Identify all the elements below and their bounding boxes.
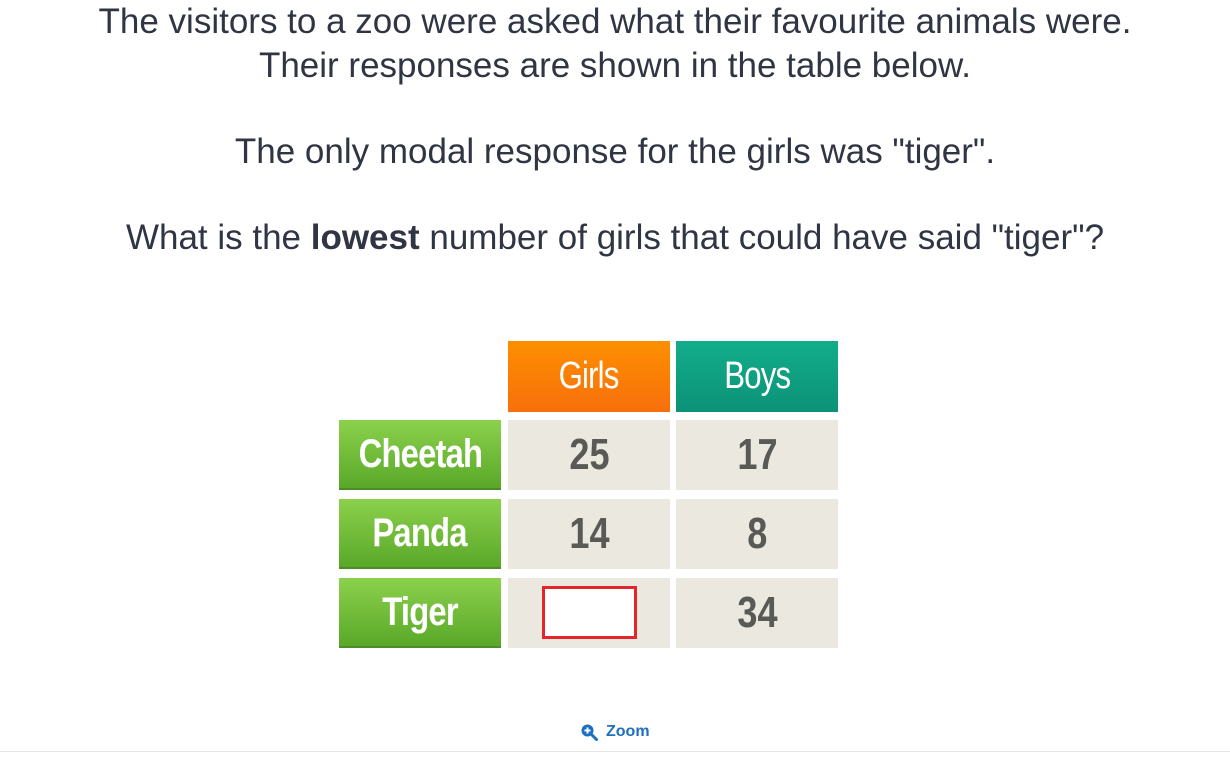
question-line-3: The only modal response for the girls wa…	[234, 132, 996, 171]
cell-panda-boys-value: 8	[746, 509, 768, 558]
row-header-tiger: Tiger	[339, 578, 501, 648]
row-header-tiger-label: Tiger	[382, 589, 458, 634]
cell-cheetah-boys: 17	[676, 420, 838, 490]
cell-tiger-boys: 34	[676, 578, 838, 648]
question-line-4-pre: What is the	[125, 218, 311, 257]
column-header-boys-label: Boys	[723, 355, 791, 397]
row-header-panda-label: Panda	[372, 510, 468, 555]
row-header-panda: Panda	[339, 499, 501, 569]
answer-input-box[interactable]	[542, 586, 637, 639]
zoom-label: Zoom	[606, 723, 650, 740]
cell-panda-girls: 14	[508, 499, 670, 569]
row-header-cheetah: Cheetah	[339, 420, 501, 490]
row-header-cheetah-label: Cheetah	[358, 431, 482, 476]
question-line-4-bold: lowest	[310, 218, 420, 257]
question-line-4: What is the lowest number of girls that …	[0, 216, 1230, 260]
question-line-2: Their responses are shown in the table b…	[258, 46, 972, 85]
cell-panda-girls-value: 14	[568, 509, 610, 558]
zoom-button[interactable]: Zoom	[580, 720, 650, 744]
question-line-4-post: number of girls that could have said "ti…	[419, 218, 1105, 257]
column-header-girls: Girls	[508, 341, 670, 412]
zoom-in-icon	[581, 724, 598, 741]
question-line-1: The visitors to a zoo were asked what th…	[98, 2, 1132, 41]
bottom-divider	[0, 751, 1230, 752]
cell-cheetah-girls-value: 25	[568, 430, 610, 479]
cell-cheetah-boys-value: 17	[736, 430, 778, 479]
cell-cheetah-girls: 25	[508, 420, 670, 490]
column-header-girls-label: Girls	[559, 355, 620, 397]
column-header-boys: Boys	[676, 341, 838, 412]
cell-panda-boys: 8	[676, 499, 838, 569]
cell-tiger-boys-value: 34	[736, 588, 778, 637]
